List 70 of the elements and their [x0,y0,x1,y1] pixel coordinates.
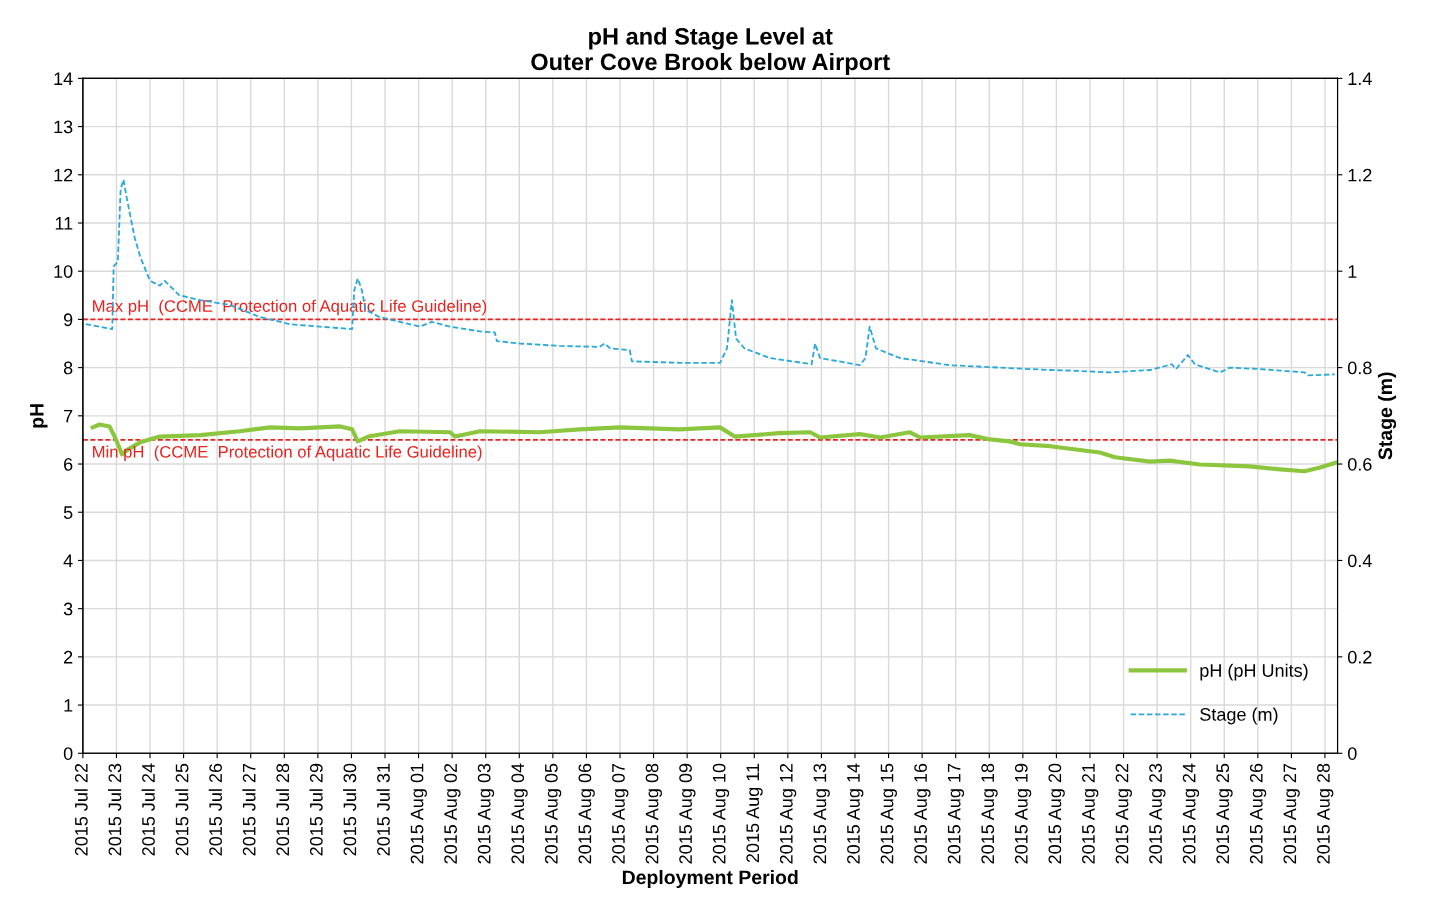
x-tick-label: 2015 Aug 17 [947,763,965,864]
y-tick-label: 8 [63,361,73,375]
x-tick-label: 2015 Aug 22 [1115,763,1132,864]
y-tick-label: 14 [54,72,73,85]
y-axis-title: pH [30,404,48,428]
line-series [90,422,1338,474]
y-tick-label: 2 [64,650,73,664]
y-tick-label: 10 [54,265,73,278]
x-tick-label: 2015 Aug 09 [679,763,696,864]
chart-title: pH and Stage Level at Outer Cove Brook below Airport [531,27,890,75]
y2-axis-title: Stage (m) [1377,372,1397,460]
y-tick-label: 3 [63,602,73,616]
x-tick-label: 2015 Aug 26 [1249,763,1267,864]
x-tick-label: 2015 Jul 25 [175,763,189,856]
x-tick-label: 2015 Aug 19 [1014,763,1032,864]
x-tick-label: 2015 Aug 08 [645,763,662,864]
y-tick-label: 0 [63,747,73,760]
y2-tick-label: 0 [1347,747,1357,760]
x-tick-label: 2015 Aug 04 [511,763,528,864]
x-tick-label: 2015 Aug 12 [779,763,797,864]
y-tick-label: 6 [64,457,73,471]
y-tick-label: 13 [54,120,73,134]
x-tick-label: 2015 Aug 03 [477,763,495,864]
x-tick-label: 2015 Aug 28 [1317,763,1334,864]
x-tick-label: 2015 Aug 15 [880,763,897,864]
x-tick-label: 2015 Aug 11 [746,763,763,863]
y2-tick-label: 0.2 [1347,650,1372,664]
x-tick-label: 2015 Jul 31 [376,763,390,856]
y-tick-label: 12 [54,168,73,182]
x-tick-label: 2015 Aug 07 [612,763,629,864]
x-tick-label: 2015 Aug 13 [813,763,830,864]
x-tick-label: 2015 Aug 16 [914,763,931,864]
x-tick-label: 2015 Jul 22 [74,763,88,856]
x-tick-label: 2015 Aug 02 [444,763,461,864]
line-series [84,178,1336,377]
x-axis-title: Deployment Period [622,869,798,889]
x-tick-label: 2015 Aug 23 [1149,763,1166,864]
x-tick-label: 2015 Jul 24 [141,763,155,856]
x-tick-label: 2015 Jul 29 [309,763,323,856]
y2-tick-label: 1.2 [1348,168,1372,182]
x-tick-label: 2015 Aug 24 [1182,763,1200,864]
ref-line-label: Min pH (CCME Protection of Aquatic Life Guideline) [93,445,482,462]
y-tick-label: 1 [64,699,73,712]
x-tick-label: 2015 Jul 27 [242,763,256,856]
legend-label: Stage (m) [1200,707,1278,725]
x-tick-label: 2015 Jul 23 [108,763,122,856]
y-tick-label: 11 [55,217,73,230]
x-tick-label: 2015 Aug 06 [578,763,595,864]
y2-tick-label: 0.6 [1347,457,1372,471]
x-tick-label: 2015 Jul 30 [343,763,357,856]
y-tick-label: 9 [63,313,73,327]
x-tick-label: 2015 Aug 01 [410,763,427,864]
x-tick-label: 2015 Aug 20 [1048,763,1065,864]
x-tick-label: 2015 Aug 10 [712,763,730,864]
y2-tick-label: 1 [1348,265,1357,278]
x-tick-label: 2015 Jul 26 [208,763,223,856]
x-tick-label: 2015 Aug 18 [981,763,998,864]
legend-label: pH (pH Units) [1200,663,1308,681]
x-tick-label: 2015 Aug 05 [544,763,562,864]
x-tick-label: 2015 Aug 27 [1283,763,1300,864]
y-tick-label: 7 [64,409,73,423]
y2-tick-label: 0.8 [1347,361,1372,375]
x-tick-label: 2015 Aug 21 [1082,763,1099,864]
x-tick-label: 2015 Aug 25 [1216,763,1233,864]
x-tick-label: 2015 Aug 14 [847,763,864,864]
y2-tick-label: 0.4 [1347,554,1372,568]
y-tick-label: 4 [63,554,73,567]
y-tick-label: 5 [63,506,73,519]
x-tick-label: 2015 Jul 28 [275,763,290,856]
y2-tick-label: 1.4 [1348,72,1372,85]
